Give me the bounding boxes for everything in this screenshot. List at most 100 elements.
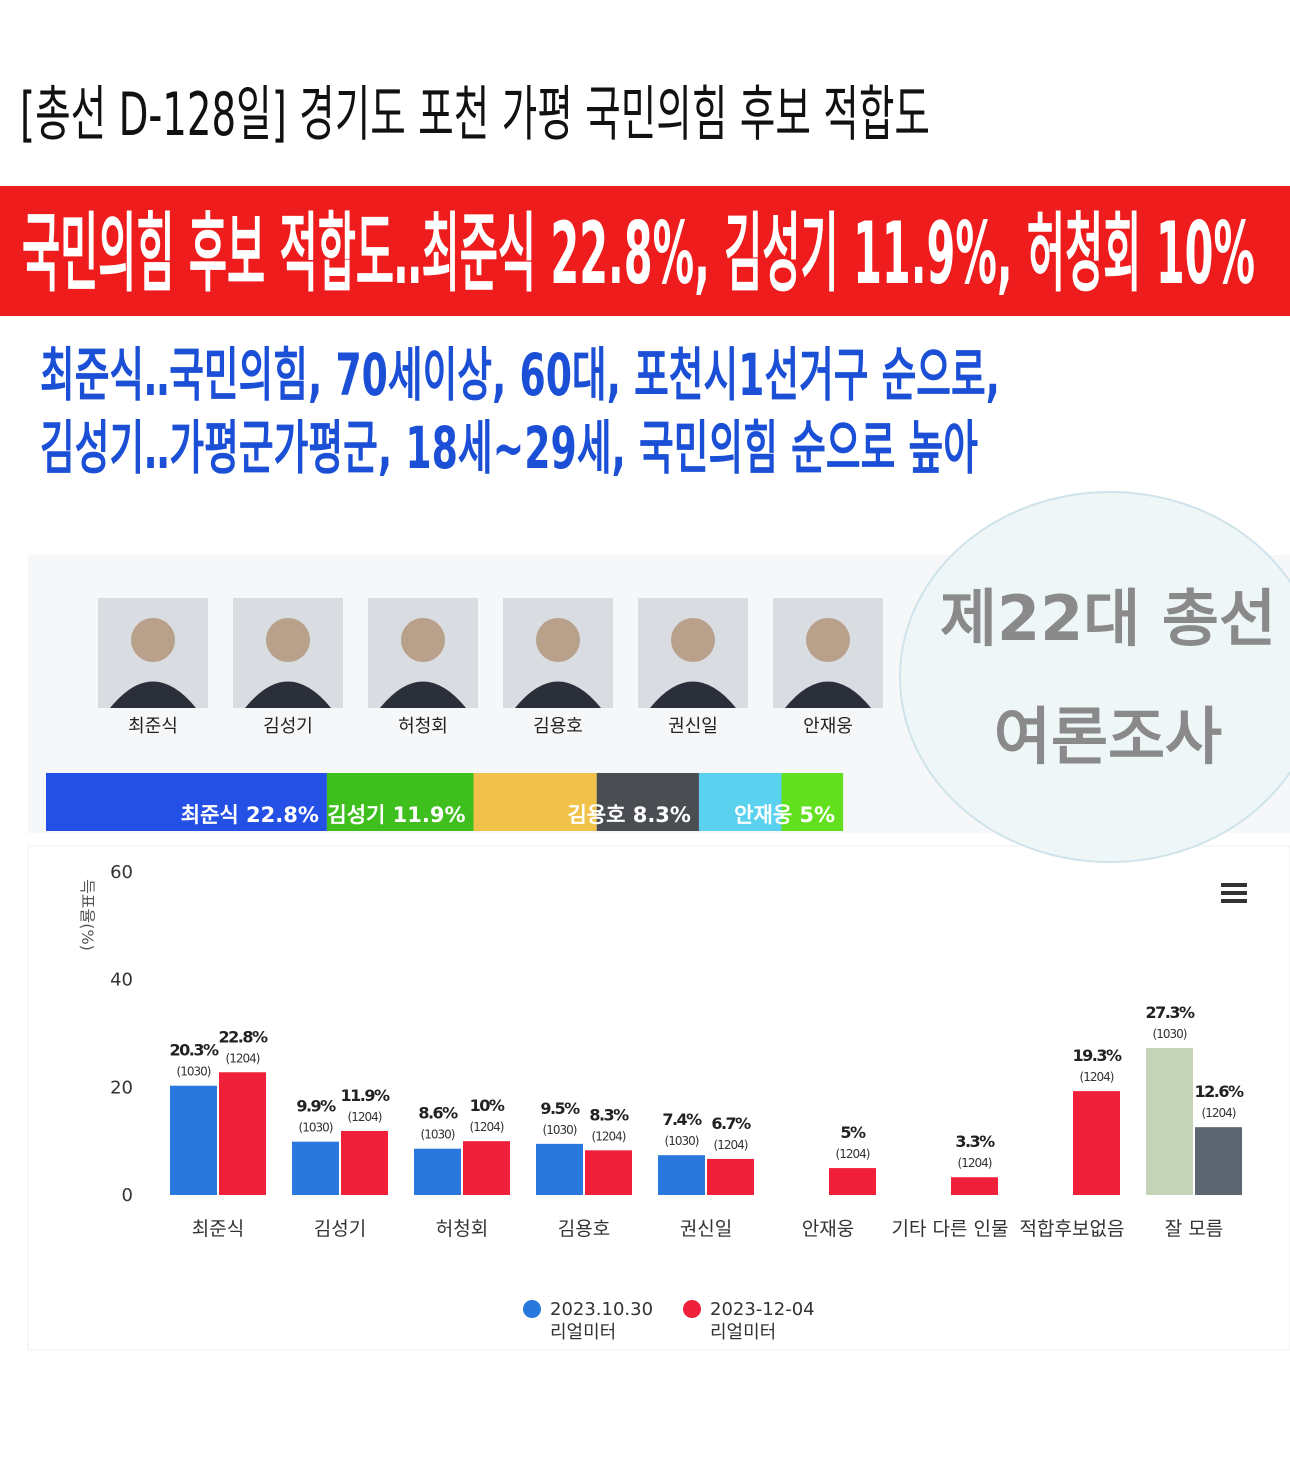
bar	[1146, 1048, 1193, 1195]
value-label: 20.3%	[169, 1041, 218, 1060]
y-tick-label: 0	[122, 1185, 133, 1206]
sample-label: (1030)	[1153, 1027, 1187, 1041]
y-tick-label: 20	[110, 1077, 133, 1098]
bar	[341, 1130, 388, 1195]
candidate-name: 김성기	[263, 716, 313, 737]
bar	[219, 1072, 266, 1195]
y-tick-label: 60	[110, 862, 133, 883]
share-segment	[698, 773, 782, 831]
photo-body	[380, 681, 466, 708]
x-tick-label: 최준식	[191, 1218, 245, 1240]
sample-label: (1030)	[421, 1128, 455, 1142]
photo-head	[536, 618, 580, 662]
menu-icon[interactable]	[1221, 883, 1247, 903]
menu-bar	[1221, 891, 1247, 895]
bar	[1073, 1091, 1120, 1195]
bar	[463, 1141, 510, 1195]
share-label: 김용호 8.3%	[567, 803, 691, 827]
bar	[536, 1143, 583, 1195]
photo-body	[650, 681, 736, 708]
x-tick-label: 김용호	[557, 1218, 611, 1240]
y-axis-title: 득표율(%)	[78, 879, 97, 951]
value-label: 8.6%	[418, 1104, 458, 1123]
sample-label: (1030)	[665, 1134, 699, 1148]
value-label: 3.3%	[955, 1132, 995, 1151]
photo-head	[401, 618, 445, 662]
value-label: 8.3%	[589, 1105, 629, 1124]
sample-label: (1204)	[348, 1110, 382, 1124]
share-label: 김성기 11.9%	[327, 803, 465, 827]
badge-text: 제22대 총선	[940, 582, 1276, 655]
x-tick-label: 권신일	[679, 1218, 733, 1240]
bar	[170, 1085, 217, 1195]
y-tick-label: 40	[110, 970, 133, 991]
sample-label: (1204)	[836, 1147, 870, 1161]
sample-label: (1204)	[714, 1138, 748, 1152]
value-label: 27.3%	[1145, 1003, 1194, 1022]
candidate-name: 김용호	[533, 716, 583, 737]
sample-label: (1204)	[1202, 1106, 1236, 1120]
sample-label: (1204)	[958, 1156, 992, 1170]
photo-body	[245, 681, 331, 708]
candidate-name: 최준식	[128, 716, 178, 737]
legend-label: 2023.10.30 리얼미터	[550, 1299, 654, 1343]
legend-marker	[683, 1300, 701, 1318]
bar	[829, 1168, 876, 1195]
bar	[707, 1158, 754, 1195]
bar	[1195, 1127, 1242, 1195]
sample-label: (1204)	[1080, 1070, 1114, 1084]
share-label: 안재웅 5%	[734, 803, 835, 827]
value-label: 12.6%	[1194, 1082, 1243, 1101]
bar	[951, 1177, 998, 1195]
photo-body	[515, 681, 601, 708]
share-segment	[473, 773, 597, 831]
badge	[899, 491, 1290, 863]
menu-bar	[1221, 883, 1247, 887]
x-tick-label: 잘 모름	[1164, 1218, 1224, 1240]
sample-label: (1030)	[299, 1121, 333, 1135]
value-label: 7.4%	[662, 1110, 702, 1129]
photo-head	[671, 618, 715, 662]
bar	[292, 1141, 339, 1195]
headline: 국민의힘 후보 적합도‥최준식 22.8%, 김성기 11.9%, 허청회 10…	[22, 204, 1255, 304]
value-label: 9.9%	[296, 1097, 336, 1116]
sample-label: (1204)	[226, 1051, 260, 1065]
value-label: 11.9%	[340, 1086, 389, 1105]
sample-label: (1030)	[177, 1065, 211, 1079]
x-tick-label: 적합후보없음	[1019, 1218, 1125, 1240]
candidate-name: 허청회	[398, 716, 448, 737]
value-label: 5%	[840, 1123, 866, 1142]
photo-head	[131, 618, 175, 662]
share-label: 최준식 22.8%	[181, 803, 319, 827]
sample-label: (1204)	[470, 1120, 504, 1134]
sample-label: (1204)	[592, 1129, 626, 1143]
x-tick-label: 기타 다른 인물	[891, 1218, 1009, 1240]
bar	[585, 1150, 632, 1195]
bar	[658, 1155, 705, 1195]
photo-body	[785, 681, 871, 708]
share-segment	[46, 773, 327, 831]
photo-body	[110, 681, 196, 708]
x-tick-label: 허청회	[435, 1218, 489, 1240]
share-segment	[596, 773, 699, 831]
value-label: 6.7%	[711, 1114, 751, 1133]
legend-label: 2023-12-04 리얼미터	[710, 1299, 815, 1343]
banner-bg	[0, 186, 1290, 316]
photo-head	[266, 618, 310, 662]
x-tick-label: 안재웅	[801, 1218, 855, 1240]
legend-marker	[523, 1300, 541, 1318]
sample-label: (1030)	[543, 1123, 577, 1137]
value-label: 19.3%	[1072, 1046, 1121, 1065]
bar	[414, 1148, 461, 1195]
value-label: 10%	[470, 1096, 505, 1115]
photo-head	[806, 618, 850, 662]
value-label: 22.8%	[218, 1027, 267, 1046]
candidate-name: 권신일	[668, 716, 718, 737]
share-segment	[781, 773, 844, 831]
subtitle-line: 김성기‥가평군가평군, 18세~29세, 국민의힘 순으로 높아	[40, 414, 978, 482]
value-label: 9.5%	[540, 1099, 580, 1118]
badge-text: 여론조사	[994, 700, 1222, 773]
title: [총선 D-128일] 경기도 포천 가평 국민의힘 후보 적합도	[20, 80, 930, 150]
